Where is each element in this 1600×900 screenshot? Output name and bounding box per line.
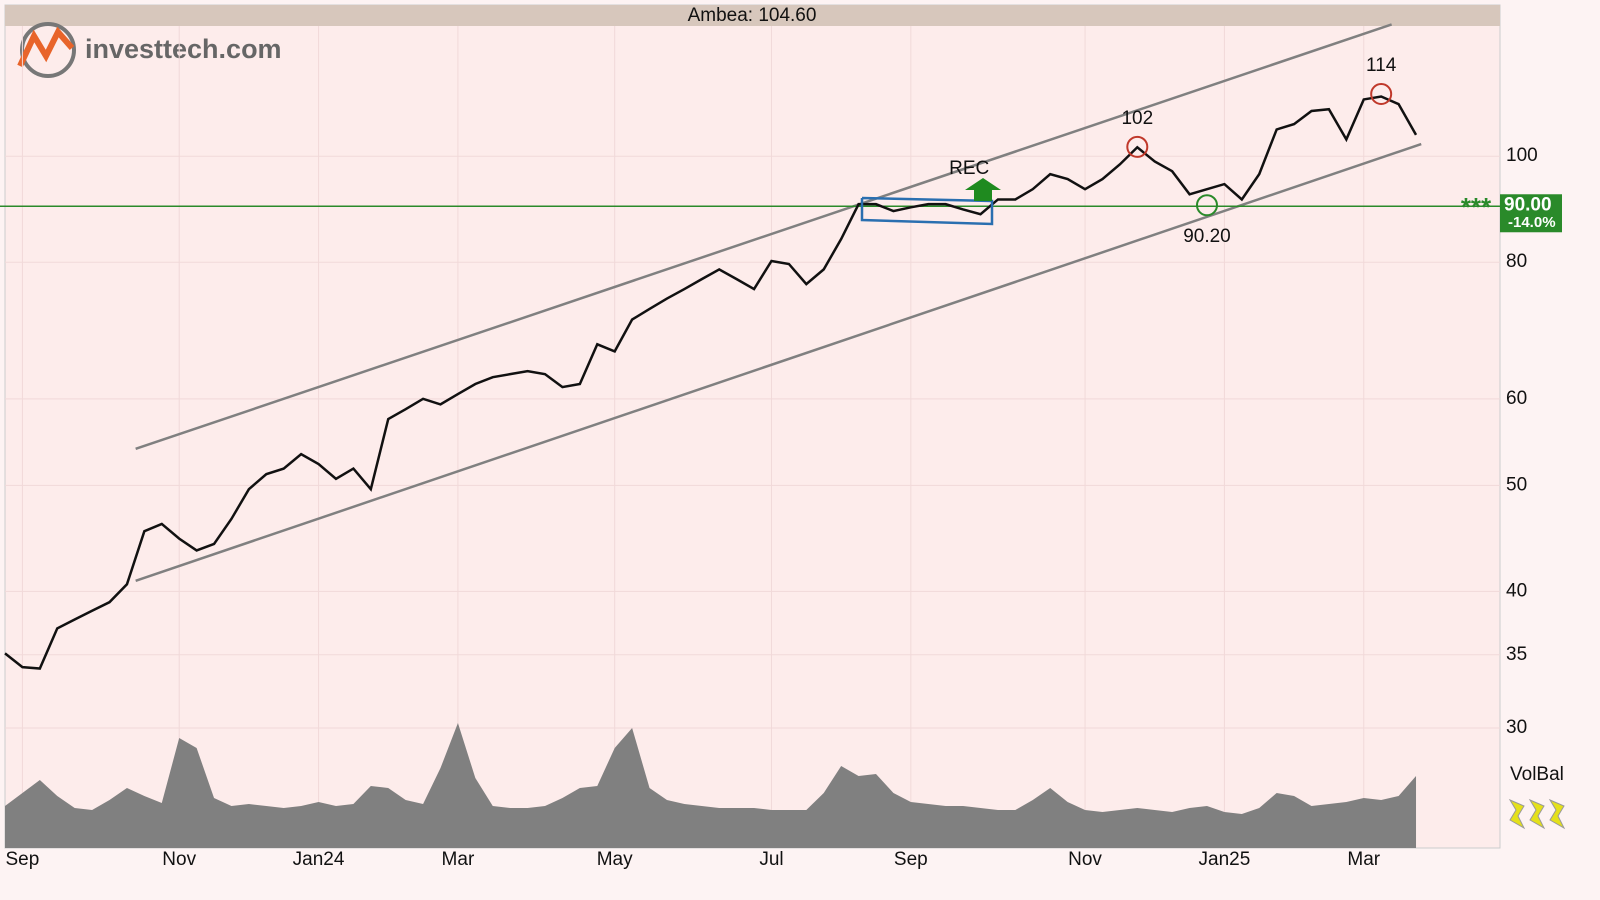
annotation-label: 114 bbox=[1366, 55, 1397, 76]
logo: investtech.com bbox=[17, 22, 282, 78]
volbal-arrows bbox=[1508, 798, 1566, 830]
arrow-icon bbox=[1528, 798, 1546, 830]
x-tick-label: Nov bbox=[162, 849, 196, 870]
y-tick-label: 80 bbox=[1506, 251, 1527, 272]
annotation-circle bbox=[1126, 135, 1149, 158]
rectangle-formation bbox=[860, 196, 994, 226]
x-tick-label: Nov bbox=[1068, 849, 1102, 870]
trend-channel bbox=[135, 23, 1393, 451]
buy-arrow bbox=[965, 178, 1001, 201]
title-bar bbox=[5, 5, 1500, 26]
support-stars: *** bbox=[1461, 192, 1492, 222]
support-change: -14.0% bbox=[1508, 214, 1556, 231]
y-tick-label: 40 bbox=[1506, 580, 1527, 601]
x-tick-label: Mar bbox=[442, 849, 475, 870]
plot-bg bbox=[4, 4, 1501, 849]
annotation-label: 102 bbox=[1121, 108, 1153, 129]
price-line bbox=[4, 95, 1418, 670]
x-tick-label: Jan24 bbox=[293, 849, 345, 870]
support-box bbox=[1500, 194, 1562, 233]
annotation-circle bbox=[1195, 194, 1218, 217]
x-tick-label: Jan25 bbox=[1199, 849, 1251, 870]
annotation-circle bbox=[1370, 83, 1393, 106]
x-tick-label: Sep bbox=[6, 849, 40, 870]
volume-label: VolBal bbox=[1510, 764, 1564, 785]
arrow-icon bbox=[1508, 798, 1526, 830]
y-tick-label: 50 bbox=[1506, 474, 1527, 495]
x-tick-label: May bbox=[597, 849, 633, 870]
signal-label: REC bbox=[949, 158, 989, 179]
y-tick-label: 30 bbox=[1506, 717, 1527, 738]
annotation-label: 90.20 bbox=[1183, 226, 1231, 247]
x-tick-label: Sep bbox=[894, 849, 928, 870]
y-tick-label: 60 bbox=[1506, 388, 1527, 409]
arrow-icon bbox=[1548, 798, 1566, 830]
y-tick-label: 100 bbox=[1506, 145, 1538, 166]
volume-area bbox=[5, 723, 1417, 848]
logo-zigzag bbox=[17, 26, 75, 68]
x-tick-label: Mar bbox=[1347, 849, 1380, 870]
support-label: 90.00 bbox=[1504, 194, 1552, 215]
chart-title: Ambea: 104.60 bbox=[688, 5, 817, 26]
y-tick-label: 35 bbox=[1506, 644, 1527, 665]
x-tick-label: Jul bbox=[759, 849, 783, 870]
logo-text: investtech.com bbox=[85, 34, 282, 64]
trend-channel bbox=[135, 142, 1422, 582]
